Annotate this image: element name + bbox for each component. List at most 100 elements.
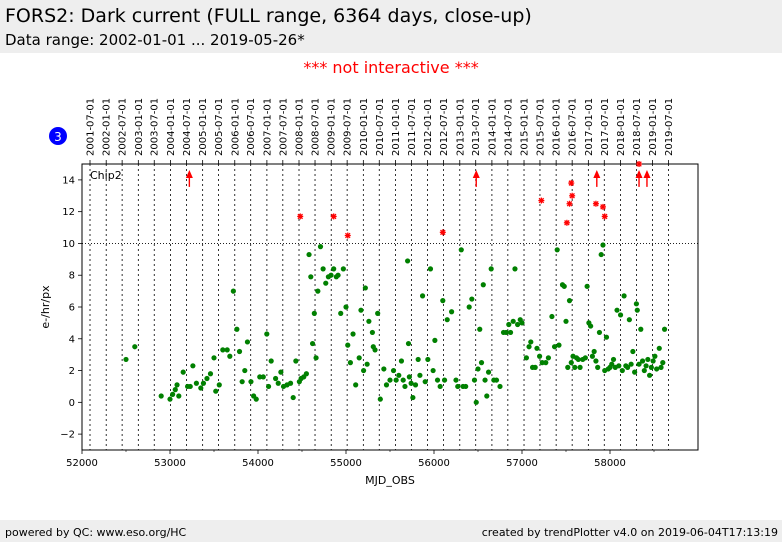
y-tick-label: 10 xyxy=(62,239,75,250)
panel-label: Chip2 xyxy=(90,169,122,182)
data-point xyxy=(641,367,647,374)
data-point xyxy=(609,361,615,367)
outlier-stroke xyxy=(600,204,606,210)
data-point xyxy=(400,377,406,383)
data-point xyxy=(473,399,479,405)
data-point xyxy=(415,356,421,363)
top-axis-date-label: 2015-01-01 xyxy=(520,98,531,156)
offscale-arrow xyxy=(185,170,193,187)
data-point xyxy=(216,382,222,388)
top-axis-date-label: 2011-01-01 xyxy=(391,98,402,156)
data-point xyxy=(595,364,601,370)
data-point xyxy=(554,247,560,253)
top-axis-date-label: 2018-01-01 xyxy=(616,98,627,156)
data-point xyxy=(187,383,193,390)
data-point xyxy=(633,301,640,307)
data-point xyxy=(638,326,644,332)
header-bar: FORS2: Dark current (FULL range, 6364 da… xyxy=(0,0,782,53)
data-point xyxy=(482,377,488,383)
data-point xyxy=(493,377,500,383)
data-point xyxy=(543,360,549,366)
data-point xyxy=(361,367,367,374)
data-point xyxy=(340,266,346,272)
data-point xyxy=(390,367,397,374)
top-axis-date-label: 2015-07-01 xyxy=(535,98,546,156)
data-point xyxy=(244,339,251,345)
data-point xyxy=(610,356,617,363)
data-point xyxy=(596,329,603,336)
data-point xyxy=(478,360,485,366)
data-point xyxy=(437,383,443,390)
data-point xyxy=(484,393,490,399)
outlier-point xyxy=(330,213,337,220)
x-axis-label: MJD_OBS xyxy=(365,474,415,487)
data-point xyxy=(658,364,664,370)
top-axis-date-label: 2011-07-01 xyxy=(407,98,418,156)
data-point xyxy=(402,383,408,390)
top-axis-date-label: 2008-01-01 xyxy=(295,98,306,156)
data-point xyxy=(207,371,214,377)
offscale-arrow-head xyxy=(472,170,480,178)
data-point xyxy=(650,358,656,364)
data-point xyxy=(315,288,321,294)
data-point xyxy=(656,345,662,351)
top-axis-date-label: 2010-07-01 xyxy=(375,98,386,156)
data-point xyxy=(287,380,294,386)
data-point xyxy=(507,329,514,336)
data-point xyxy=(453,377,459,383)
data-point xyxy=(227,353,233,359)
data-point xyxy=(405,340,412,347)
y-tick-label: 0 xyxy=(69,398,75,409)
offscale-arrow xyxy=(635,170,643,187)
y-tick-label: −2 xyxy=(60,430,75,441)
data-point xyxy=(556,342,562,348)
outlier-stroke xyxy=(538,197,545,204)
data-point xyxy=(526,344,532,350)
top-axis-date-label: 2002-07-01 xyxy=(118,98,129,156)
data-point xyxy=(434,377,441,383)
data-point xyxy=(345,342,351,348)
outlier-stroke xyxy=(568,180,575,186)
data-point xyxy=(313,355,319,361)
footer-credit: powered by QC: www.eso.org/HC xyxy=(5,526,187,539)
y-tick-label: 2 xyxy=(69,366,75,377)
data-point xyxy=(306,251,312,258)
top-axis-date-label: 2016-01-01 xyxy=(552,98,563,156)
data-point xyxy=(406,374,412,380)
data-point xyxy=(645,356,651,363)
outlier-stroke xyxy=(593,200,599,207)
top-axis-date-label: 2001-07-01 xyxy=(86,98,97,156)
data-point xyxy=(230,288,236,294)
data-point xyxy=(537,353,543,359)
top-axis-date-label: 2009-01-01 xyxy=(327,98,338,156)
y-tick-label: 6 xyxy=(69,303,75,314)
data-point xyxy=(568,360,574,366)
outlier-stroke xyxy=(569,193,575,199)
dark-current-chart: 3 2001-07-01 2002-01-01 2002-07-01 2003-01-… xyxy=(39,98,699,487)
data-point xyxy=(480,282,486,288)
data-point xyxy=(630,348,636,355)
offscale-arrow xyxy=(472,170,480,187)
data-point xyxy=(591,348,597,355)
top-axis-date-label: 2006-01-01 xyxy=(230,98,241,156)
outlier-point xyxy=(344,232,351,239)
top-axis-date-label: 2014-07-01 xyxy=(503,98,514,156)
data-point xyxy=(350,331,356,337)
data-point xyxy=(248,379,254,385)
data-point xyxy=(614,307,620,313)
outlier-stroke xyxy=(564,220,570,226)
data-point xyxy=(410,394,416,401)
data-point xyxy=(477,326,483,332)
data-point xyxy=(358,307,364,313)
data-point xyxy=(234,326,240,332)
data-point xyxy=(132,344,138,350)
data-point xyxy=(412,382,419,388)
data-point xyxy=(417,372,423,378)
data-point xyxy=(393,377,399,383)
top-axis-date-label: 2007-01-01 xyxy=(262,98,273,156)
data-point xyxy=(408,380,414,386)
x-tick-label: 57000 xyxy=(506,458,538,469)
data-point xyxy=(589,353,596,359)
data-point xyxy=(616,363,622,369)
data-point xyxy=(268,358,274,364)
